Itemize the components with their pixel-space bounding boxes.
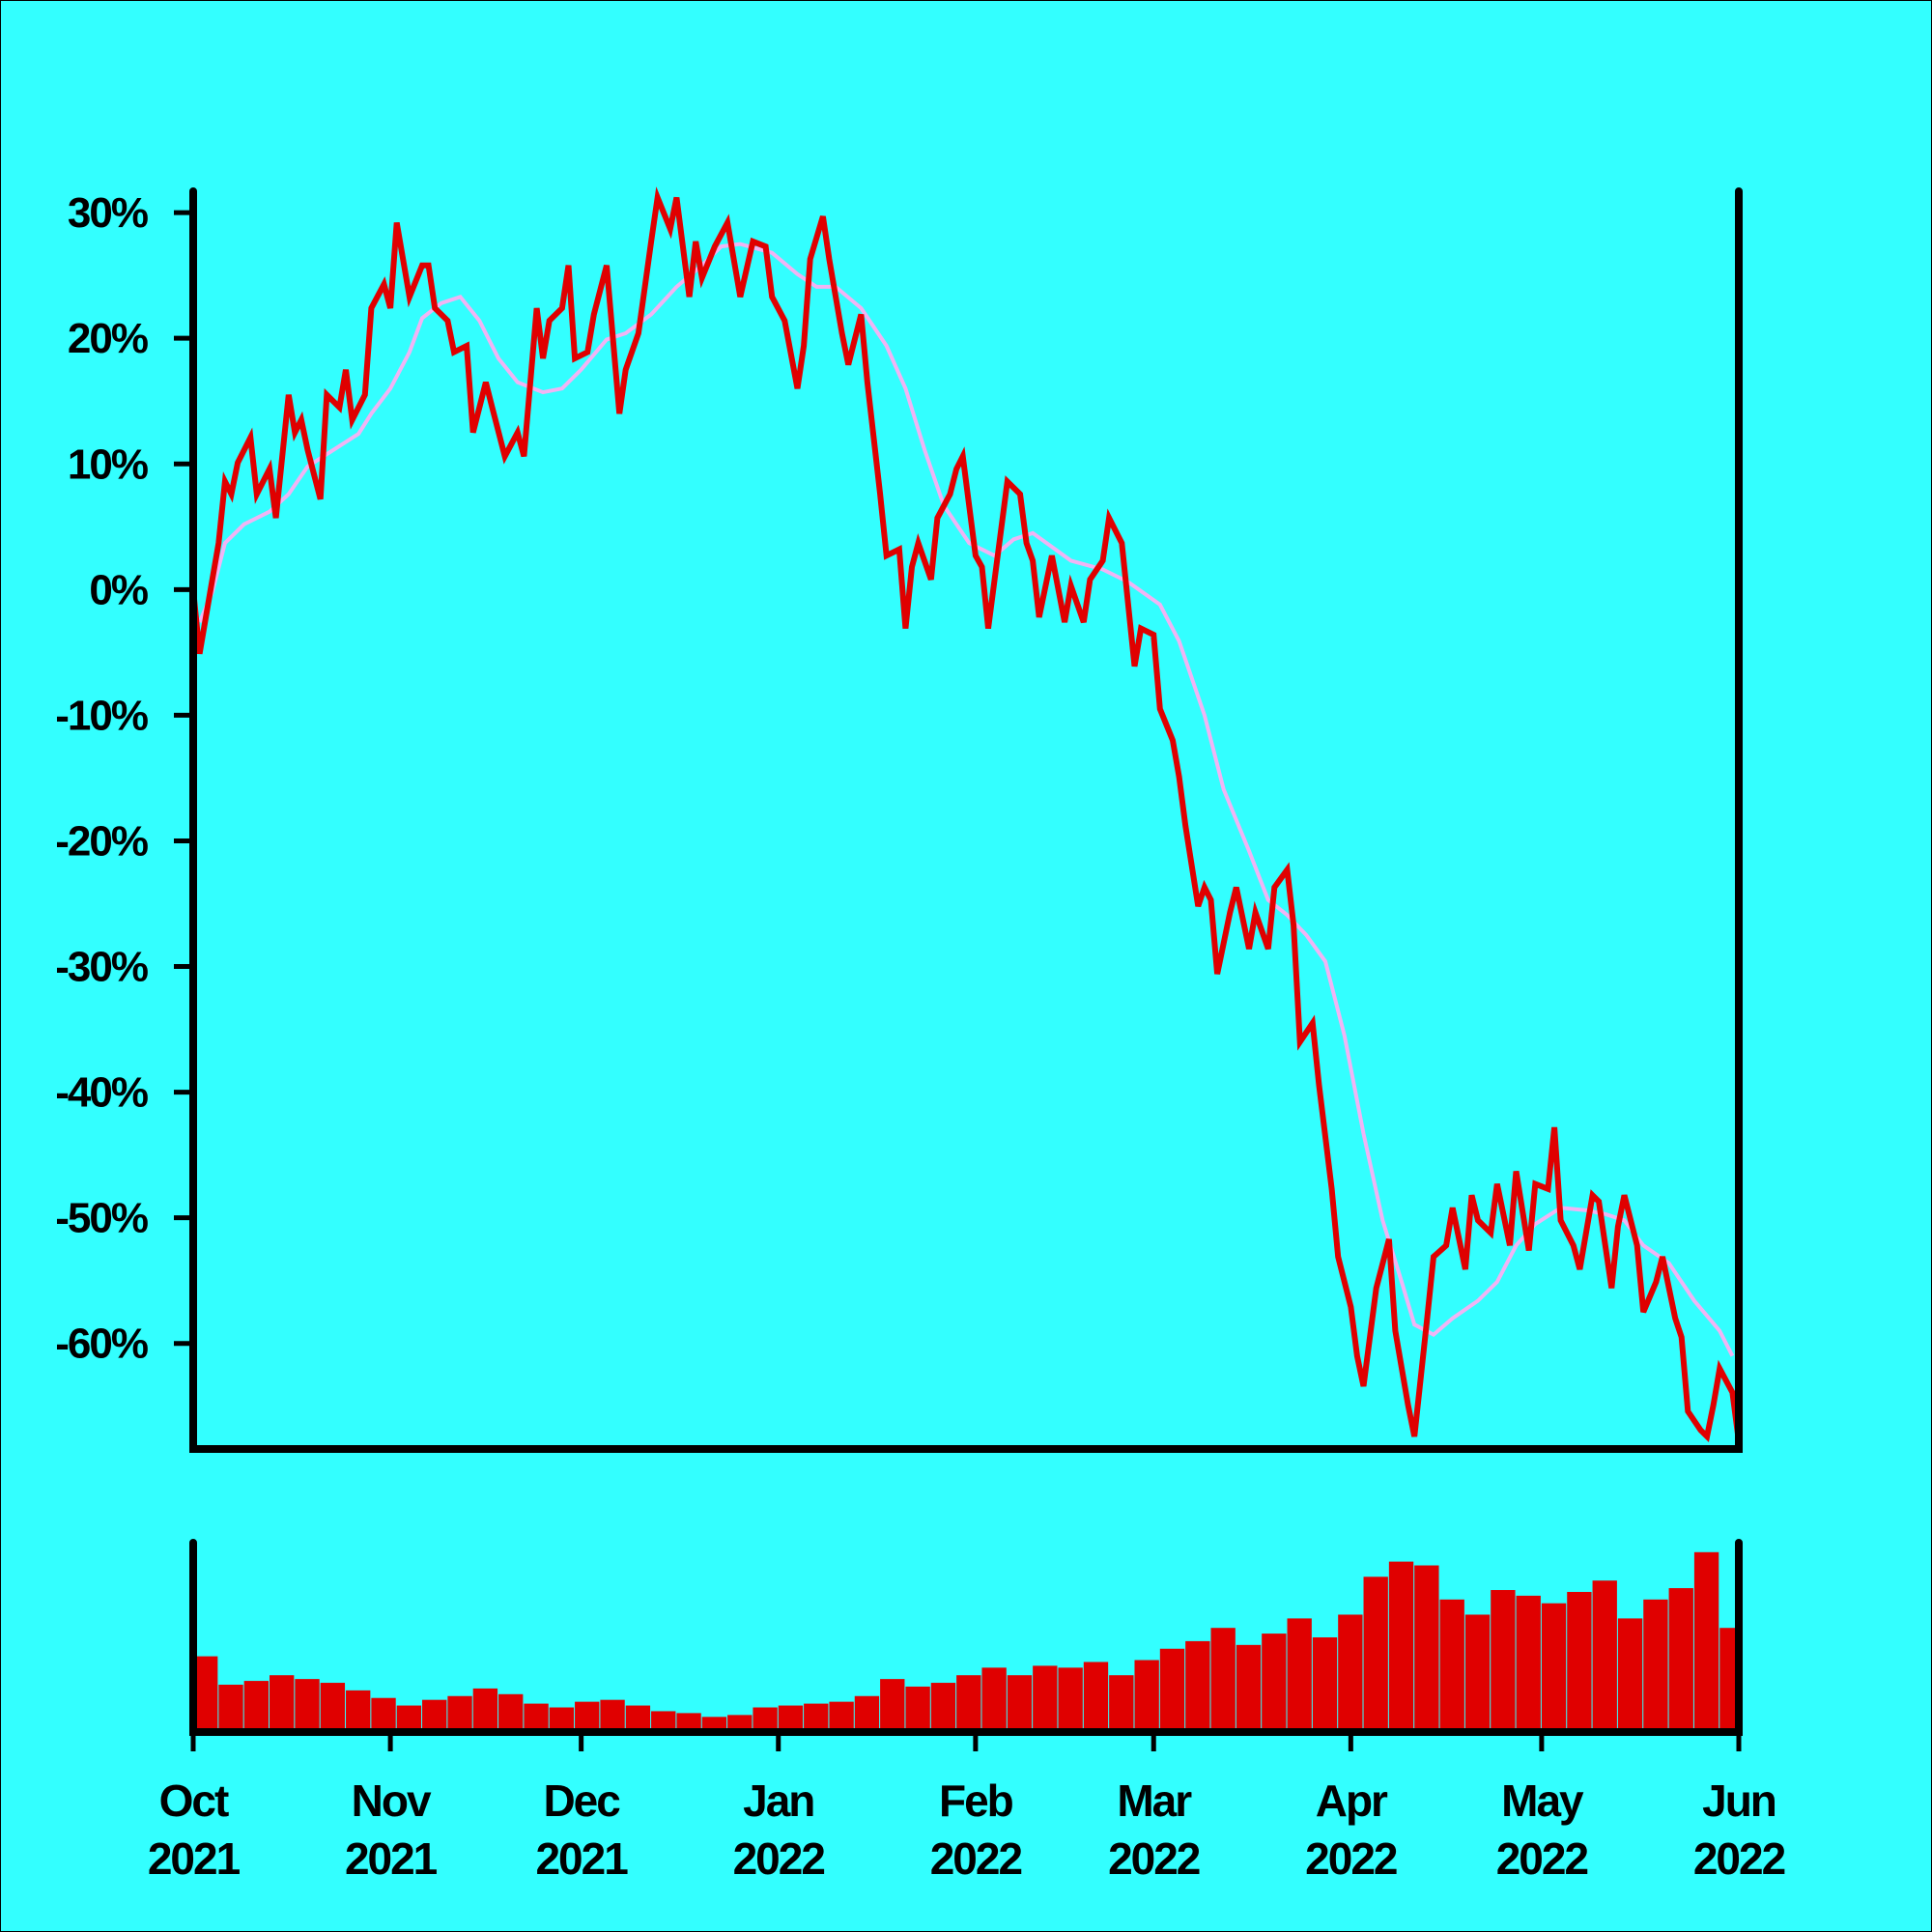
x-tick-label: Mar 2022 (1108, 1776, 1200, 1884)
volume-bar (1388, 1561, 1414, 1732)
x-tick-label: Jun 2022 (1693, 1776, 1785, 1884)
volume-bar (981, 1667, 1007, 1732)
y-tick-label: 10% (68, 440, 148, 488)
volume-bar (1083, 1662, 1109, 1732)
volume-bar (1312, 1637, 1338, 1732)
volume-bar (498, 1693, 524, 1732)
volume-bar (600, 1699, 625, 1732)
volume-bar (1338, 1614, 1363, 1732)
y-tick-label: -50% (55, 1195, 148, 1242)
volume-bar (1159, 1648, 1185, 1732)
x-tick-label: Apr 2022 (1305, 1776, 1397, 1884)
y-tick-label: -30% (55, 944, 148, 991)
series-line (197, 242, 1735, 1357)
volume-bar (1363, 1577, 1388, 1732)
volume-bar (472, 1688, 498, 1732)
volume-bar (1185, 1640, 1210, 1732)
volume-bar (270, 1675, 295, 1732)
axis-frame (189, 187, 1743, 1453)
x-tick-label: Jan 2022 (733, 1776, 825, 1884)
volume-bar (396, 1705, 422, 1732)
volume-bar (243, 1681, 270, 1732)
y-tick-label: 30% (68, 189, 148, 237)
volume-bar (320, 1683, 346, 1732)
volume-bar (447, 1695, 472, 1732)
volume-bar (346, 1690, 371, 1732)
volume-bar (549, 1707, 575, 1732)
volume-bar (930, 1683, 956, 1732)
x-tick-label: Oct 2021 (148, 1776, 241, 1884)
volume-bar (1210, 1628, 1236, 1732)
volume-bar (1134, 1660, 1159, 1732)
volume-bar (295, 1679, 320, 1732)
volume-bar (727, 1715, 753, 1732)
volume-bar (1236, 1644, 1262, 1732)
y-tick-label: -20% (55, 817, 148, 865)
volume-bar (1491, 1590, 1516, 1732)
volume-bar (1287, 1618, 1312, 1732)
volume-bar (1058, 1667, 1083, 1732)
volume-bar (1516, 1595, 1541, 1732)
x-tick-label: Dec 2021 (535, 1776, 628, 1884)
volume-bar (676, 1713, 701, 1732)
volume-bar (956, 1675, 981, 1732)
volume-bar (524, 1703, 549, 1732)
volume-bar (651, 1711, 676, 1732)
volume-bar (1464, 1614, 1491, 1732)
volume-bar (1719, 1628, 1738, 1732)
y-tick-label: 20% (68, 315, 148, 362)
volume-bar (218, 1685, 243, 1732)
volume-bar (625, 1705, 651, 1732)
volume-bar (880, 1679, 905, 1732)
volume-bar (804, 1703, 829, 1732)
volume-bar (1414, 1565, 1439, 1732)
volume-bar (193, 1656, 218, 1732)
y-tick-label: -60% (55, 1321, 148, 1368)
volume-bar (905, 1686, 930, 1732)
volume-bar (1007, 1675, 1033, 1732)
y-tick-label: -10% (55, 692, 148, 739)
volume-bar (1541, 1603, 1567, 1732)
volume-bar (1617, 1618, 1643, 1732)
x-tick-label: Nov 2021 (345, 1776, 438, 1884)
volume-bar (1033, 1665, 1058, 1732)
volume-bar (371, 1697, 396, 1732)
volume-bar (422, 1699, 447, 1732)
volume-bar (829, 1701, 854, 1732)
x-tick-label: May 2022 (1496, 1776, 1588, 1884)
y-tick-label: -40% (55, 1069, 148, 1117)
volume-bar (753, 1707, 778, 1732)
volume-bar (1567, 1591, 1592, 1732)
volume-bar (1262, 1634, 1287, 1732)
volume-bar (1693, 1551, 1719, 1732)
series-line (190, 186, 1742, 1443)
volume-bar (575, 1701, 600, 1732)
y-tick-label: 0% (89, 566, 147, 613)
volume-bar (1109, 1675, 1134, 1732)
volume-bar (1592, 1580, 1617, 1732)
volume-bar (1439, 1599, 1464, 1732)
x-tick-label: Feb 2022 (930, 1776, 1022, 1884)
volume-bar (778, 1705, 804, 1732)
volume-bar (1668, 1588, 1693, 1732)
volume-bar (1643, 1599, 1668, 1732)
volume-bar (854, 1695, 880, 1732)
axis-frame (189, 1539, 1743, 1736)
